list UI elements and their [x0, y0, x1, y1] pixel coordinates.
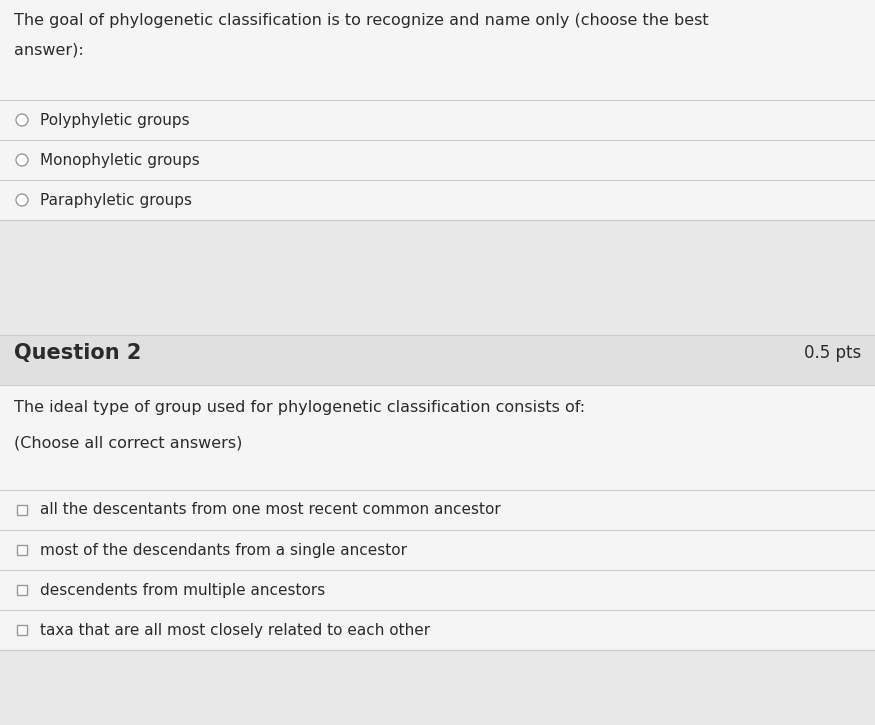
Bar [0, 100, 875, 140]
Bar [0, 610, 875, 650]
Text: descendents from multiple ancestors: descendents from multiple ancestors [40, 582, 326, 597]
Bar [17, 585, 27, 595]
Bar [0, 530, 875, 570]
Bar [0, 490, 875, 530]
Text: answer):: answer): [14, 42, 84, 57]
Text: Monophyletic groups: Monophyletic groups [40, 152, 200, 167]
Text: The goal of phylogenetic classification is to recognize and name only (choose th: The goal of phylogenetic classification … [14, 13, 709, 28]
Circle shape [16, 154, 28, 166]
Circle shape [16, 114, 28, 126]
Text: The ideal type of group used for phylogenetic classification consists of:: The ideal type of group used for phyloge… [14, 400, 585, 415]
Text: Question 2: Question 2 [14, 343, 142, 363]
Bar [0, 650, 875, 725]
Bar [0, 220, 875, 335]
Bar [0, 385, 875, 490]
Text: Paraphyletic groups: Paraphyletic groups [40, 193, 192, 207]
Text: most of the descendants from a single ancestor: most of the descendants from a single an… [40, 542, 407, 558]
Bar [0, 570, 875, 610]
Bar [17, 505, 27, 515]
Bar [0, 335, 875, 385]
Text: (Choose all correct answers): (Choose all correct answers) [14, 435, 242, 450]
Text: Polyphyletic groups: Polyphyletic groups [40, 112, 190, 128]
Text: all the descentants from one most recent common ancestor: all the descentants from one most recent… [40, 502, 500, 518]
Bar [17, 625, 27, 635]
Circle shape [16, 194, 28, 206]
Bar [0, 140, 875, 180]
Bar [0, 180, 875, 220]
Bar [0, 0, 875, 100]
Bar [17, 545, 27, 555]
Text: taxa that are all most closely related to each other: taxa that are all most closely related t… [40, 623, 430, 637]
Text: 0.5 pts: 0.5 pts [804, 344, 861, 362]
